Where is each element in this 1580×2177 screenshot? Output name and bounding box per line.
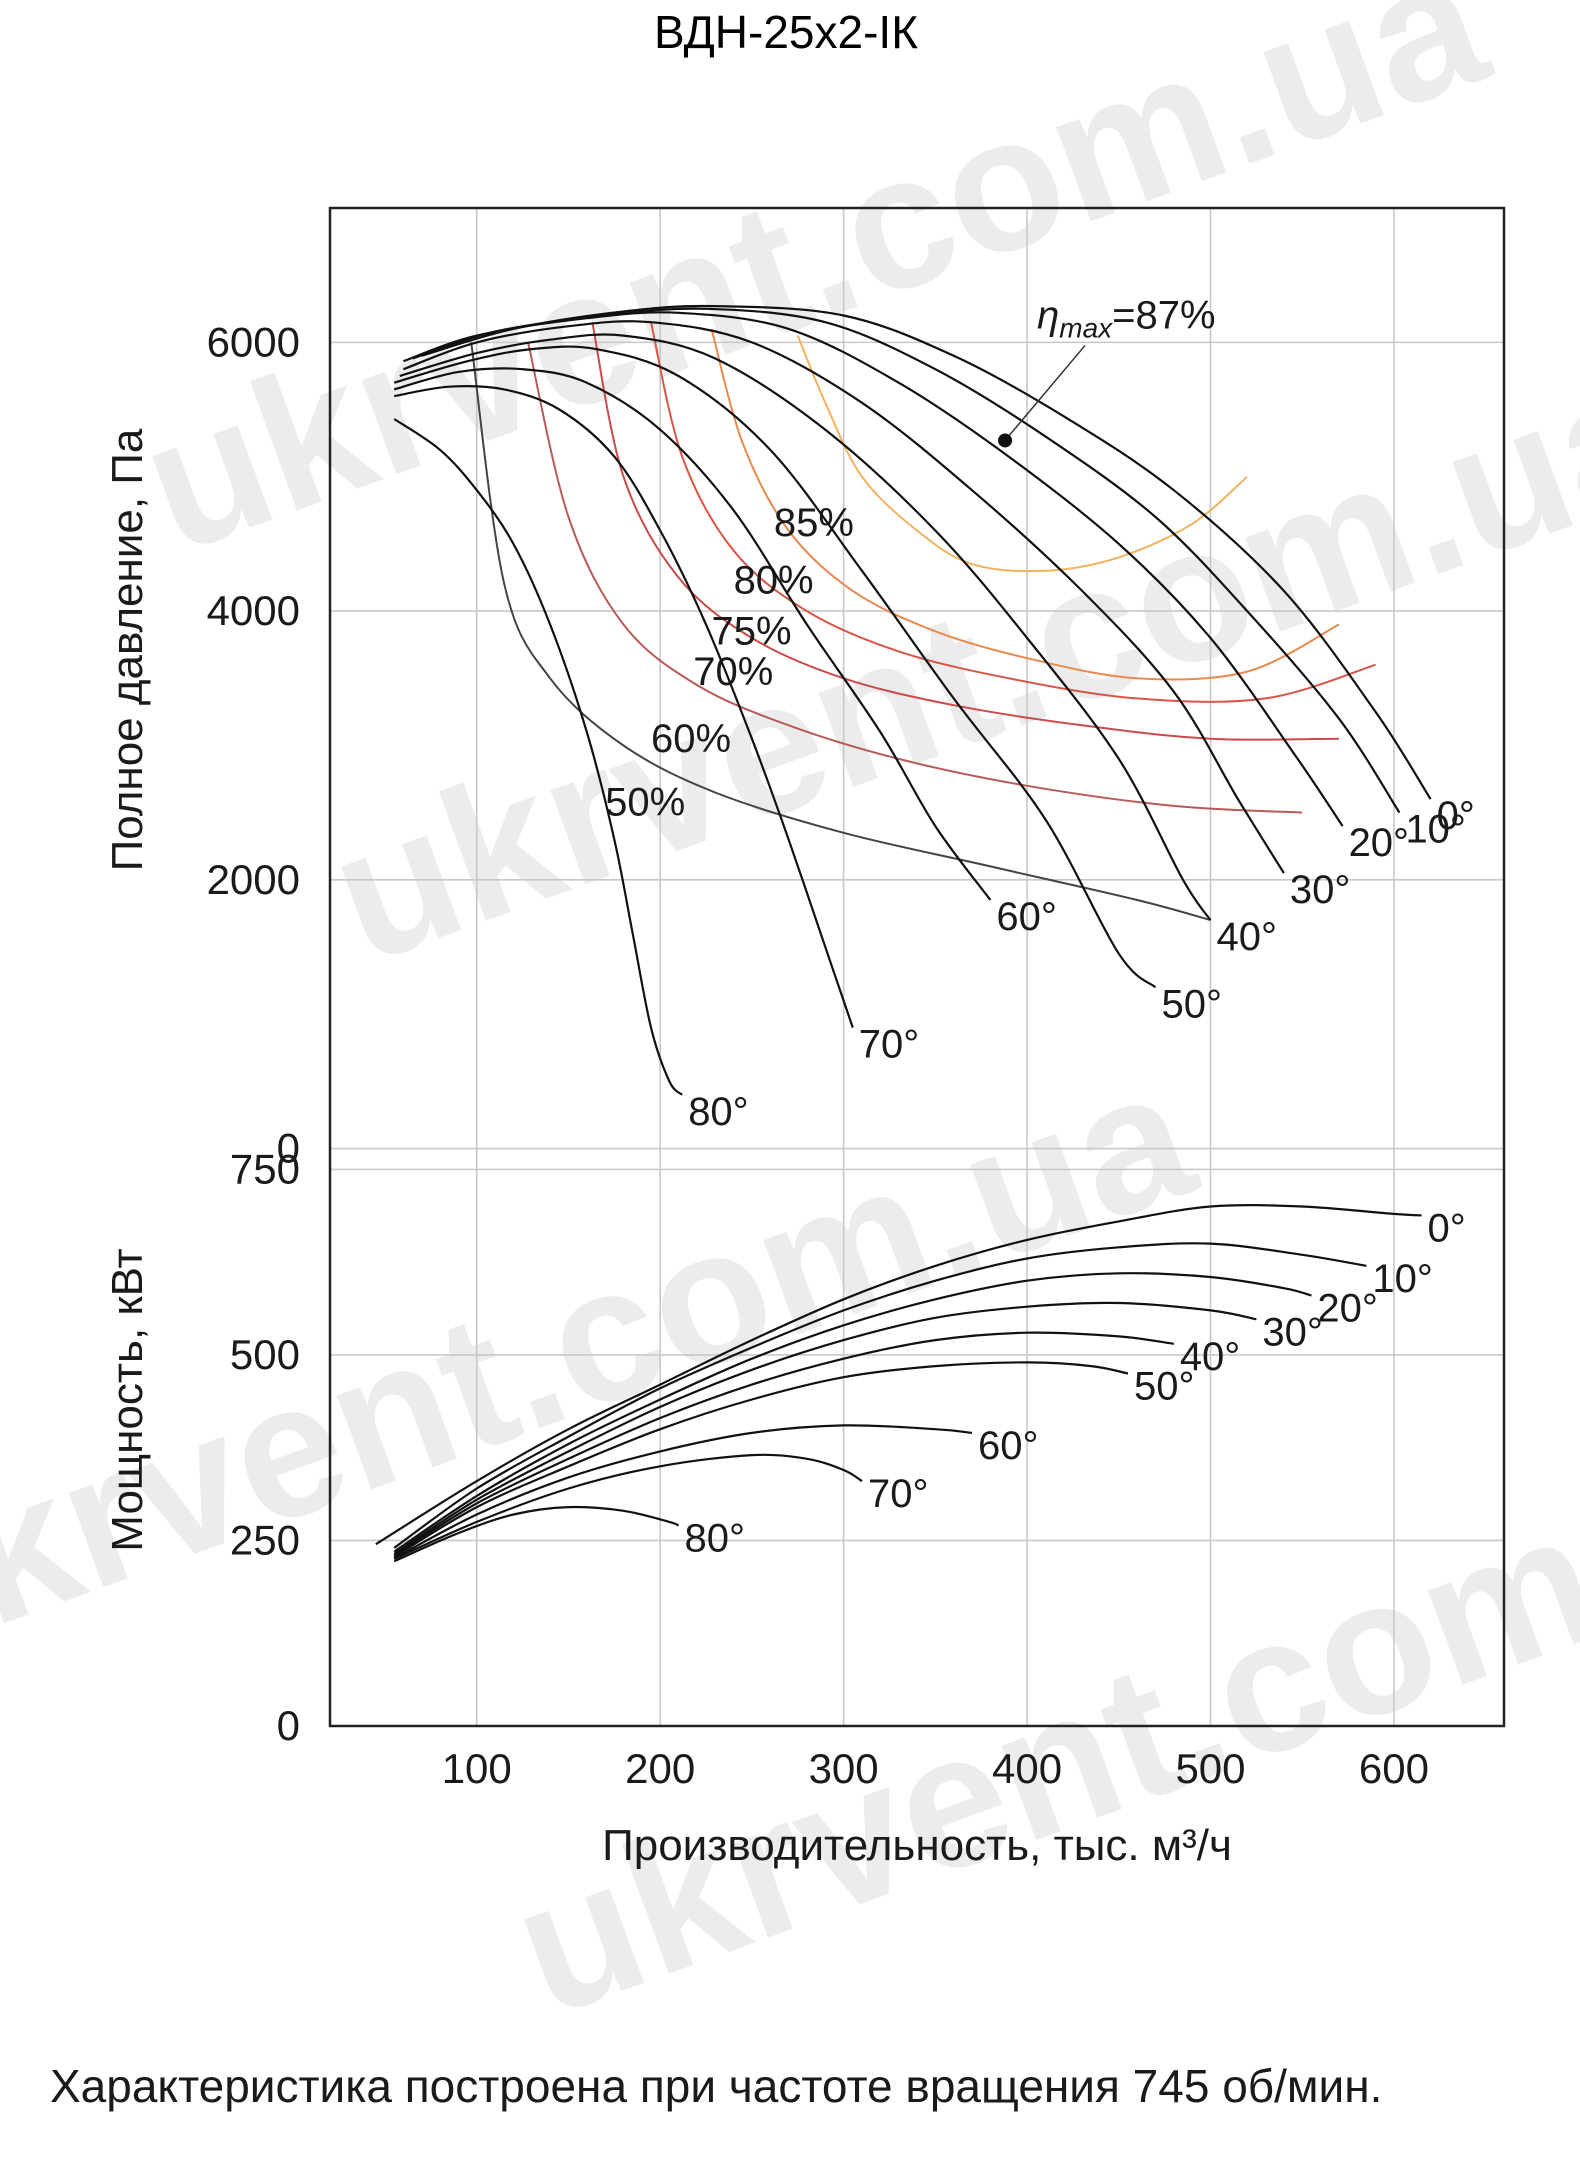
x-axis-label: Производительность, тыс. м³/ч (602, 1821, 1232, 1870)
efficiency-curves: 50% 60% 70%75% 80% 85% (470, 321, 1376, 922)
pressure-curve-label: 40° (1217, 915, 1278, 959)
chart-title: ВДН-25х2-ІК (654, 6, 918, 58)
efficiency-curve (527, 342, 1303, 814)
watermark-text: ukrvent.com.ua (0, 1026, 1217, 1706)
eta-max-label: ηmax=87% (1037, 293, 1216, 343)
pressure-curve (399, 333, 1212, 921)
power-curve-label: 40° (1180, 1335, 1241, 1379)
pressure-curve (393, 367, 992, 901)
x-tick-label: 600 (1359, 1745, 1429, 1792)
power-curve (393, 1301, 1257, 1555)
power-curve-label: 70° (868, 1472, 929, 1516)
pressure-tick-label: 2000 (207, 856, 300, 903)
efficiency-label: 85% (774, 501, 854, 545)
efficiency-curve (650, 321, 1376, 703)
pressure-curve-label: 30° (1290, 868, 1351, 912)
eta-max-leader (1004, 344, 1086, 441)
pressure-curve-label: 50° (1161, 982, 1222, 1026)
eta-max-annotation: ηmax=87% (998, 293, 1216, 448)
x-tick-label: 200 (625, 1745, 695, 1792)
power-curve (393, 1272, 1312, 1553)
watermark-text: ukrvent.com.ua (489, 1377, 1580, 2057)
pressure-series: 0°10°20°30° 40° 50° 60° 70° 80° (393, 304, 1475, 1134)
plot-frame (328, 206, 1506, 1728)
power-curve (393, 1361, 1129, 1558)
pressure-curve-label: 10° (1405, 808, 1466, 852)
pressure-curve-label: 20° (1349, 821, 1410, 865)
power-curve (393, 1242, 1367, 1549)
pressure-tick-label: 0 (277, 1125, 300, 1172)
power-curve-label: 60° (978, 1424, 1039, 1468)
efficiency-label: 75% (712, 610, 792, 654)
power-tick-label: 250 (230, 1516, 300, 1563)
power-tick-label: 750 (230, 1145, 300, 1192)
pressure-y-label: Полное давление, Па (103, 428, 152, 871)
power-curve-label: 0° (1427, 1206, 1465, 1250)
caption: Характеристика построена при частоте вра… (50, 2060, 1383, 2112)
power-curve-label: 30° (1262, 1310, 1323, 1354)
pressure-curve (393, 418, 683, 1096)
power-y-label: Мощность, кВт (103, 1248, 152, 1551)
power-curve (393, 1424, 973, 1560)
pressure-grid (330, 208, 1504, 1726)
efficiency-label: 60% (651, 717, 731, 761)
power-curve (393, 1331, 1174, 1557)
efficiency-curve (796, 335, 1248, 573)
x-tick-label: 300 (809, 1745, 879, 1792)
pressure-curve (394, 384, 854, 1028)
power-curve (393, 1453, 863, 1561)
efficiency-curve (470, 342, 1211, 922)
pressure-curve-label: 80° (688, 1090, 749, 1134)
efficiency-label: 50% (605, 780, 685, 824)
power-curve-label: 50° (1134, 1365, 1195, 1409)
pressure-curve-label: 70° (859, 1023, 920, 1067)
efficiency-curve (710, 328, 1340, 681)
eta-max-point (998, 433, 1013, 448)
x-tick-label: 100 (442, 1745, 512, 1792)
power-tick-label: 500 (230, 1331, 300, 1378)
power-curve-label: 80° (685, 1517, 746, 1561)
power-tick-label: 0 (277, 1702, 300, 1749)
power-curve-label: 10° (1372, 1257, 1433, 1301)
x-tick-label: 500 (1175, 1745, 1245, 1792)
pressure-curve (393, 345, 1157, 989)
efficiency-label: 70% (693, 650, 773, 694)
power-curve (393, 1505, 679, 1563)
pressure-tick-label: 4000 (207, 587, 300, 634)
power-series: 0° 10°20°30° 40°50° 60° 70° 80° (375, 1204, 1466, 1563)
axis-ticks: 100 200 300 400 500 6000200040006000025050075… (207, 318, 1429, 1792)
power-curve (375, 1204, 1422, 1546)
pressure-tick-label: 6000 (207, 318, 300, 365)
efficiency-label: 80% (734, 559, 814, 603)
x-tick-label: 400 (992, 1745, 1062, 1792)
pressure-curve (403, 311, 1344, 827)
pressure-curve-label: 60° (996, 895, 1057, 939)
pressure-curve-label: 0° (1437, 794, 1475, 838)
pressure-curve (403, 320, 1285, 874)
power-curve-label: 20° (1317, 1287, 1378, 1331)
pressure-curve (421, 304, 1432, 800)
